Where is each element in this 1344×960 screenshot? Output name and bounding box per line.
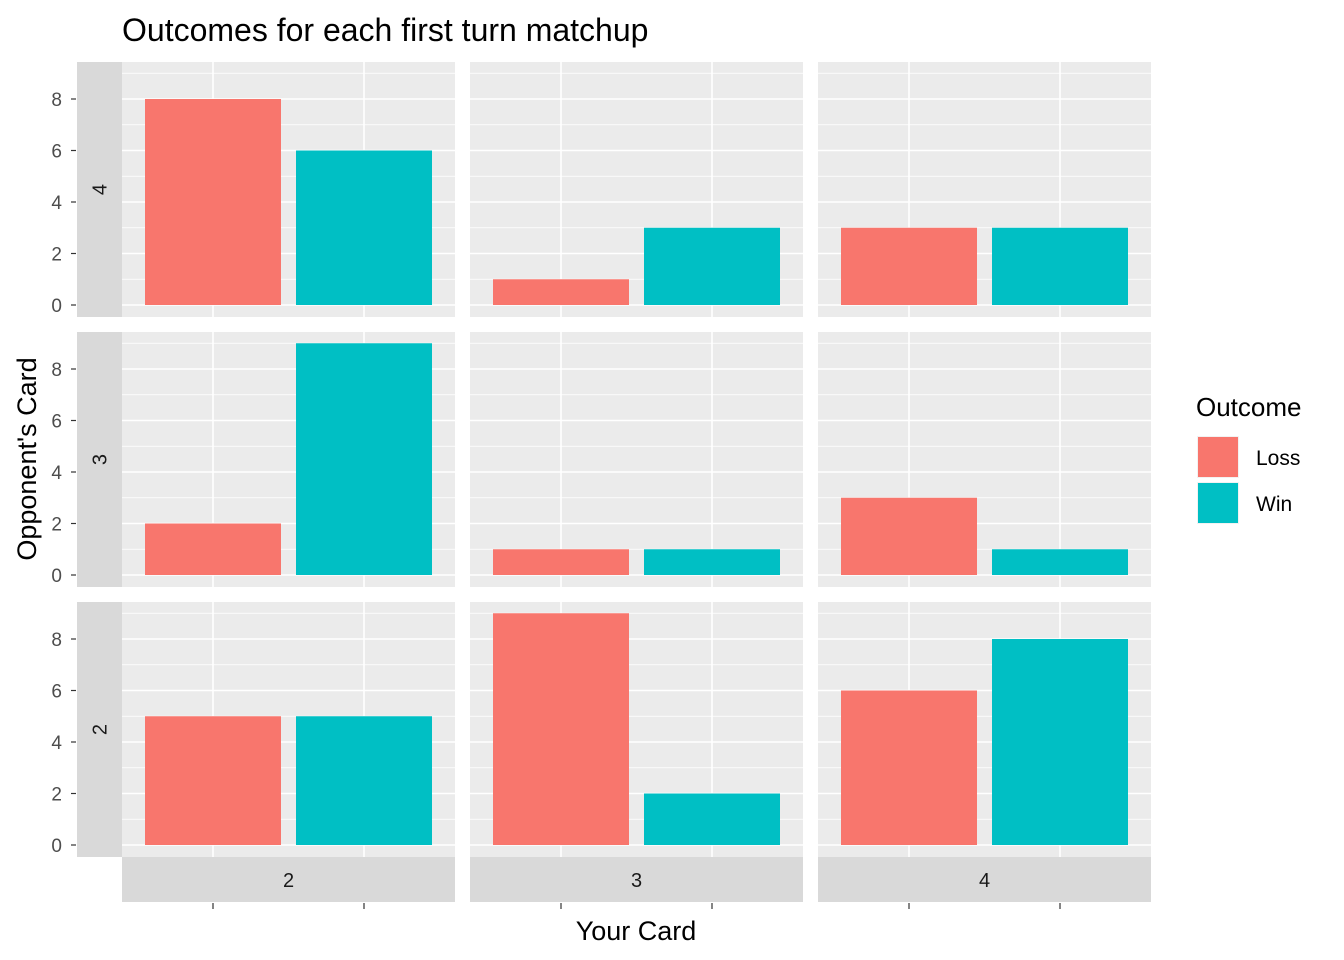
facet-panel <box>470 332 803 587</box>
bar-loss <box>841 497 977 575</box>
bar-loss <box>145 716 281 845</box>
legend-items: Loss Win <box>1197 436 1300 524</box>
legend-label: Win <box>1256 493 1292 516</box>
legend-key-win <box>1198 483 1238 523</box>
bar-win <box>644 793 780 845</box>
facet-panel <box>470 602 803 857</box>
bar-win <box>296 150 432 305</box>
y-tick-labels: 0 2 4 6 8 0 2 4 6 8 0 2 4 6 8 <box>51 90 76 857</box>
panel-background <box>470 332 803 587</box>
row-strip <box>77 62 122 317</box>
bar-win <box>992 549 1128 575</box>
bar-loss <box>493 279 629 305</box>
facet-panel <box>818 602 1151 857</box>
bar-loss <box>145 523 281 575</box>
x-axis-title: Your Card <box>576 916 697 946</box>
bar-loss <box>841 227 977 305</box>
row-strip-label: 4 <box>90 184 112 195</box>
y-axis-title: Opponent's Card <box>12 357 42 560</box>
column-strip <box>470 857 803 902</box>
chart-title: Outcomes for each first turn matchup <box>122 12 648 48</box>
facet-panel <box>818 62 1151 317</box>
facet-panel <box>122 602 455 857</box>
bar-loss <box>841 690 977 845</box>
facet-panel <box>470 62 803 317</box>
row-strip-label: 2 <box>90 724 112 735</box>
y-tick-label: 2 <box>51 245 62 266</box>
column-strip-label: 3 <box>631 870 642 892</box>
row-strip <box>77 332 122 587</box>
y-tick-label: 4 <box>51 193 62 214</box>
bar-loss <box>493 613 629 845</box>
y-tick-label: 0 <box>51 566 62 587</box>
y-tick-label: 0 <box>51 836 62 857</box>
bar-win <box>992 639 1128 845</box>
y-tick-label: 8 <box>51 630 62 651</box>
y-tick-label: 6 <box>51 412 62 433</box>
y-tick-label: 2 <box>51 785 62 806</box>
column-strip-label: 2 <box>283 870 294 892</box>
row-strips: 4 3 2 <box>77 62 122 857</box>
legend: Outcome Loss Win <box>1196 392 1302 524</box>
facet-panel <box>818 332 1151 587</box>
bar-win <box>644 227 780 305</box>
y-tick-label: 2 <box>51 515 62 536</box>
y-tick-label: 8 <box>51 90 62 111</box>
legend-label: Loss <box>1256 447 1300 470</box>
bar-win <box>644 549 780 575</box>
row-strip <box>77 602 122 857</box>
column-strip <box>818 857 1151 902</box>
bar-win <box>296 716 432 845</box>
column-strip <box>122 857 455 902</box>
column-strip-label: 4 <box>979 870 990 892</box>
bar-loss <box>145 99 281 305</box>
facet-panel <box>122 62 455 317</box>
y-tick-label: 8 <box>51 360 62 381</box>
column-strips: 2 3 4 <box>122 857 1151 909</box>
legend-key-loss <box>1198 437 1238 477</box>
y-tick-label: 4 <box>51 463 62 484</box>
facet-panels <box>122 62 1151 857</box>
row-strip-label: 3 <box>90 454 112 465</box>
y-tick-label: 6 <box>51 682 62 703</box>
bar-win <box>992 227 1128 305</box>
bar-win <box>296 343 432 575</box>
y-tick-label: 0 <box>51 296 62 317</box>
bar-loss <box>493 549 629 575</box>
facet-panel <box>122 332 455 587</box>
legend-title: Outcome <box>1196 392 1302 422</box>
y-tick-label: 4 <box>51 733 62 754</box>
y-tick-label: 6 <box>51 142 62 163</box>
